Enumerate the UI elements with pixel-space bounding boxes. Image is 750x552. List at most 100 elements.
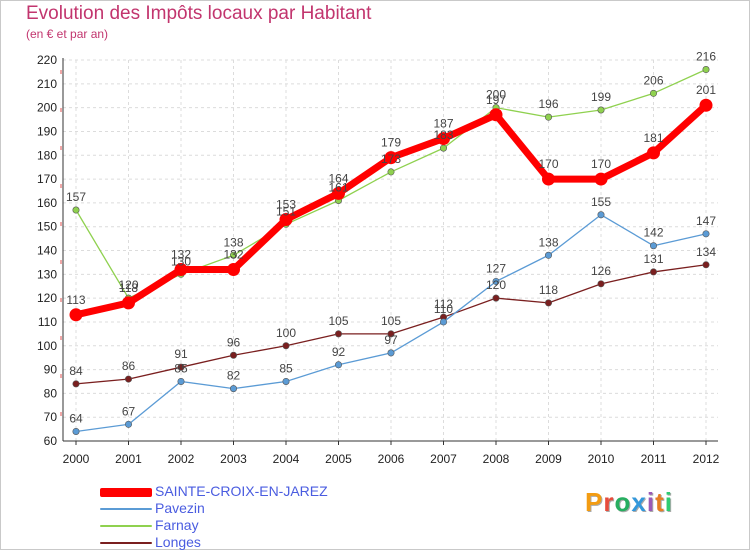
legend-swatch [100, 508, 152, 510]
x-tick-label: 2003 [220, 452, 247, 466]
data-label: 183 [433, 128, 453, 142]
legend-item-farnay: Farnay [100, 517, 420, 535]
y-tick-label: 120 [37, 291, 57, 305]
data-point [334, 361, 342, 369]
data-label: 92 [332, 345, 346, 359]
grid-layer [63, 59, 718, 442]
data-label: 206 [643, 73, 663, 87]
legend-swatch [100, 542, 152, 544]
data-label: 155 [591, 195, 611, 209]
data-label: 216 [696, 50, 716, 64]
data-point [177, 363, 185, 371]
data-point [72, 380, 80, 388]
data-label: 201 [696, 83, 716, 97]
data-point [282, 342, 290, 350]
legend-label: Farnay [155, 517, 199, 533]
data-label: 112 [434, 297, 453, 311]
data-label: 118 [539, 283, 558, 297]
y-tick-label: 130 [37, 267, 57, 281]
data-point [387, 349, 395, 357]
data-label: 132 [171, 248, 191, 262]
data-label: 200 [486, 88, 506, 102]
data-point [702, 261, 710, 269]
data-point [699, 98, 713, 112]
x-tick-label: 2004 [273, 452, 300, 466]
data-label: 179 [381, 136, 401, 150]
data-point [230, 351, 238, 359]
y-tick-label: 60 [44, 434, 58, 448]
x-tick-label: 2000 [63, 452, 90, 466]
data-point [544, 113, 552, 121]
y-tick-label: 150 [37, 220, 57, 234]
data-point [230, 385, 238, 393]
data-point [702, 230, 710, 238]
y-tick-label: 190 [37, 124, 57, 138]
data-point [702, 66, 710, 74]
legend-item-longes: Longes [100, 534, 420, 552]
data-label: 138 [538, 235, 558, 249]
data-point [72, 206, 80, 214]
data-point [437, 132, 450, 146]
data-point [332, 186, 345, 200]
data-point [492, 294, 500, 302]
legend-label: Pavezin [155, 500, 205, 516]
data-label: 134 [696, 245, 716, 259]
y-tick-label: 200 [37, 101, 57, 115]
x-tick-label: 2010 [588, 452, 615, 466]
data-label: 130 [171, 254, 191, 268]
legend-swatch [100, 525, 152, 527]
x-tick-label: 2002 [168, 452, 195, 466]
data-label: 64 [69, 411, 83, 425]
data-point [230, 251, 238, 259]
y-tick-label: 170 [37, 172, 57, 186]
data-point [647, 146, 660, 160]
data-point [542, 172, 555, 186]
chart-subtitle: (en € et par an) [26, 27, 109, 41]
data-label: 67 [122, 404, 136, 418]
data-label: 105 [328, 314, 348, 328]
data-label: 97 [384, 333, 398, 347]
data-point [387, 330, 395, 338]
y-tick-label: 70 [44, 410, 58, 424]
x-tick-label: 2009 [535, 452, 562, 466]
data-label: 120 [486, 278, 506, 292]
data-label: 85 [279, 361, 293, 375]
data-point [125, 375, 133, 383]
data-point [387, 168, 395, 176]
data-label: 138 [223, 235, 243, 249]
data-point [72, 427, 80, 435]
data-point [597, 211, 605, 219]
data-point [439, 318, 447, 326]
legend-label: SAINTE-CROIX-EN-JAREZ [155, 483, 328, 499]
data-point [489, 108, 503, 122]
data-point [384, 151, 398, 165]
data-label: 181 [643, 131, 663, 145]
data-point [597, 106, 605, 114]
x-tick-label: 2005 [325, 452, 352, 466]
data-point [334, 330, 342, 338]
data-label: 151 [276, 204, 296, 218]
x-tick-label: 2012 [693, 452, 720, 466]
data-point [282, 377, 290, 385]
data-label: 161 [328, 180, 348, 194]
data-label: 82 [227, 369, 241, 383]
data-label: 118 [119, 281, 138, 295]
legend-label: Longes [155, 534, 201, 550]
series-layer [69, 66, 713, 435]
data-label: 187 [433, 117, 453, 131]
data-point [279, 213, 293, 227]
data-label: 157 [66, 190, 86, 204]
data-point [177, 377, 185, 385]
data-label: 86 [122, 359, 136, 373]
data-label: 199 [591, 90, 611, 104]
x-tick-label: 2008 [483, 452, 510, 466]
data-label: 91 [174, 347, 188, 361]
x-tick-label: 2006 [378, 452, 405, 466]
data-label: 113 [66, 293, 85, 307]
data-point [69, 308, 83, 322]
data-label: 164 [328, 171, 348, 185]
data-point [492, 277, 500, 285]
data-label: 173 [381, 152, 401, 166]
chart-title: Evolution des Impôts locaux par Habitant [26, 3, 372, 24]
